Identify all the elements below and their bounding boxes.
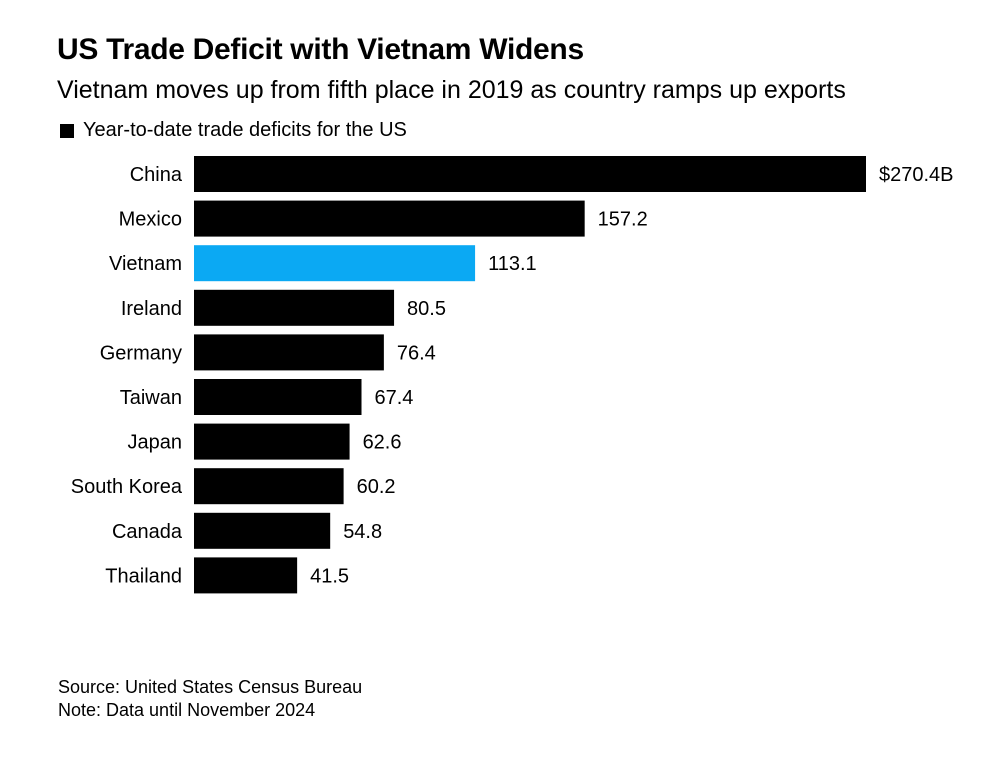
value-label: 62.6 <box>363 432 402 454</box>
bar-canada <box>194 512 331 549</box>
legend-swatch <box>60 123 74 138</box>
bar-germany <box>194 334 384 371</box>
category-label: Mexico <box>119 209 182 231</box>
data-note: Note: Data until November 2024 <box>58 700 316 720</box>
chart-title: US Trade Deficit with Vietnam Widens <box>57 33 584 66</box>
legend-label: Year-to-date trade deficits for the US <box>83 119 407 141</box>
value-label: $270.4B <box>879 164 954 186</box>
value-label: 54.8 <box>343 521 382 543</box>
value-label: 76.4 <box>397 342 436 364</box>
category-label: Japan <box>128 432 183 454</box>
category-label: Ireland <box>121 298 182 320</box>
category-label: Thailand <box>105 565 182 587</box>
category-label: Taiwan <box>120 387 182 409</box>
footer: Source: United States Census Bureau Note… <box>58 676 362 722</box>
bar-chart: China $270.4B Mexico 157.2 Vietnam 113.1 Irela… <box>71 156 954 594</box>
legend: Year-to-date trade deficits for the US <box>60 119 407 142</box>
value-label: 80.5 <box>407 298 446 320</box>
value-label: 60.2 <box>357 476 396 498</box>
value-label: 41.5 <box>310 565 349 587</box>
bar-china <box>194 156 866 192</box>
chart-subtitle: Vietnam moves up from fifth place in 201… <box>57 76 846 104</box>
bar-japan <box>194 423 350 460</box>
value-label: 157.2 <box>598 209 648 231</box>
bar-mexico <box>194 200 585 237</box>
bar-thailand <box>194 557 298 594</box>
source-note: Source: United States Census Bureau <box>58 677 363 697</box>
bar-vietnam <box>194 245 476 282</box>
bar-taiwan <box>194 379 362 415</box>
category-label: South Korea <box>71 476 183 498</box>
category-label: Germany <box>100 342 182 364</box>
category-label: Vietnam <box>109 253 182 275</box>
bar-ireland <box>194 289 395 326</box>
bar-south-korea <box>194 468 344 505</box>
value-label: 113.1 <box>488 253 537 275</box>
category-label: Canada <box>112 521 183 543</box>
category-label: China <box>130 164 183 186</box>
value-label: 67.4 <box>375 387 414 409</box>
